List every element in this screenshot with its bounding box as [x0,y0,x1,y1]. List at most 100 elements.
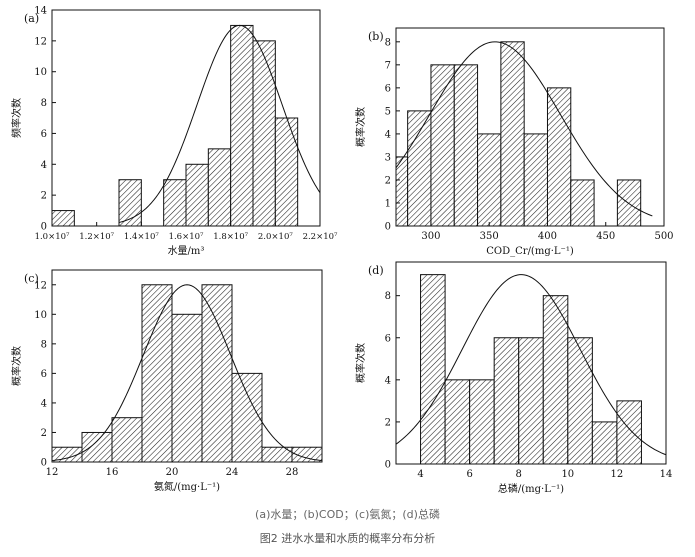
y-tick-label: 4 [385,129,391,140]
y-tick-label: 2 [385,175,391,186]
y-tick-label: 8 [41,98,47,109]
histogram-bar [542,295,569,465]
histogram-bar [493,337,520,465]
plot-frame [395,27,665,227]
y-tick-label: 6 [385,83,391,94]
histogram-bar [500,41,525,227]
y-tick-label: 6 [41,369,47,380]
figure-subcaption: (a)水量；(b)COD；(c)氨氮；(d)总磷 [255,508,440,521]
histogram-bar [207,148,232,227]
normal-fit-curve [51,284,323,462]
y-tick-label: 4 [41,398,47,409]
y-tick-label: 1 [385,198,391,209]
y-tick-label: 0 [385,222,391,233]
x-tick-label: 20 [166,467,179,478]
x-tick-label: 24 [226,467,239,478]
y-tick-label: 2 [41,428,47,439]
y-tick-label: 8 [385,37,391,48]
panel-label: (b) [368,30,384,43]
histogram-bar [570,179,595,227]
panel-1: 0 2 4 6 8 10 12 14 1.0×10⁷ 1.2×10⁷ 1.4×10⁷ 1.6×10⁷ 1… [10,6,338,258]
histogram-bar [567,337,593,465]
histogram-bar [616,179,642,227]
x-tick-label: 8 [516,469,522,480]
x-tick-label: 1.4×10⁷ [124,232,159,242]
x-tick-label: 450 [596,231,615,242]
histogram-bar [171,313,203,463]
histogram-bar [444,379,471,465]
y-tick-label: 6 [385,333,391,344]
x-axis-label: 氨氮/(mg·L⁻¹) [154,480,220,493]
histogram-bar [430,64,455,227]
y-axis-label: 概率次数 [10,346,23,386]
y-tick-label: 0 [41,222,47,233]
x-tick-label: 1.6×10⁷ [169,232,204,242]
normal-fit-curve [118,24,321,223]
normal-fit-curve [395,41,653,217]
histogram-bar [616,400,642,465]
histogram-bar [141,284,173,463]
y-tick-label: 12 [34,280,47,291]
histogram-bar [518,337,544,465]
x-tick-label: 4 [417,469,423,480]
y-tick-label: 10 [34,310,47,321]
y-tick-label: 0 [385,460,391,471]
x-axis-label: COD_Cr/(mg·L⁻¹) [486,246,574,257]
x-tick-label: 2.0×10⁷ [258,232,293,242]
y-axis-label: 概率次数 [354,343,367,383]
y-tick-label: 4 [41,160,47,171]
x-tick-label: 14 [660,469,673,480]
histogram-bar [477,133,502,227]
y-tick-label: 8 [41,339,47,350]
y-tick-label: 0 [41,458,47,469]
y-tick-label: 12 [34,36,47,47]
x-tick-label: 16 [106,467,119,478]
x-tick-label: 6 [466,469,472,480]
x-tick-label: 500 [654,231,673,242]
histogram-bar [81,431,113,463]
panel-4: 0 2 4 6 8 4 6 8 10 12 14 (d) 总磷/(mg·L⁻¹) 概率次数 [354,261,673,495]
x-tick-label: 400 [538,231,557,242]
histogram-bar [420,274,446,465]
x-tick-label: 12 [46,467,59,478]
panel-label: (d) [368,264,384,277]
panel-label: (c) [24,272,39,285]
x-tick-label: 1.8×10⁷ [213,232,248,242]
y-tick-label: 2 [385,417,391,428]
x-axis-label: 水量/m³ [168,245,205,257]
histogram-bar [230,24,254,227]
histogram-bar [469,379,495,465]
y-axis-label: 频率次数 [10,98,23,138]
histogram-bar [111,417,143,463]
panel-2: 0 1 2 3 4 5 6 7 8 300 350 400 450 500 (b) COD_Cr/(mg·L⁻… [354,27,674,257]
x-tick-label: 350 [480,231,499,242]
y-tick-label: 2 [41,191,47,202]
x-tick-label: 300 [421,231,440,242]
histogram-bar [51,210,75,227]
histogram-bar [407,110,432,227]
histogram-bar [185,163,209,227]
x-tick-label: 1.2×10⁷ [79,232,114,242]
normal-fit-curve [395,274,667,456]
plot-frame [395,261,667,465]
histogram-bar [523,133,548,227]
y-tick-label: 3 [385,152,391,163]
y-tick-label: 4 [385,375,391,386]
histogram-bar [231,372,263,463]
x-tick-label: 10 [561,469,574,480]
histogram-bar [274,117,299,227]
y-tick-label: 6 [41,129,47,140]
y-axis-label: 概率次数 [354,107,367,147]
x-tick-label: 1.0×10⁷ [35,232,70,242]
figure-caption: 图2 进水水量和水质的概率分布分析 [259,532,436,545]
x-tick-label: 12 [611,469,624,480]
y-tick-label: 5 [385,106,391,117]
x-tick-label: 2.2×10⁷ [303,232,338,242]
x-axis-label: 总磷/(mg·L⁻¹) [498,482,564,495]
histogram-bar [453,64,479,227]
histogram-bar [252,40,276,227]
y-tick-label: 10 [34,67,47,78]
histogram-bar [591,421,618,465]
histogram-bar [395,156,409,227]
